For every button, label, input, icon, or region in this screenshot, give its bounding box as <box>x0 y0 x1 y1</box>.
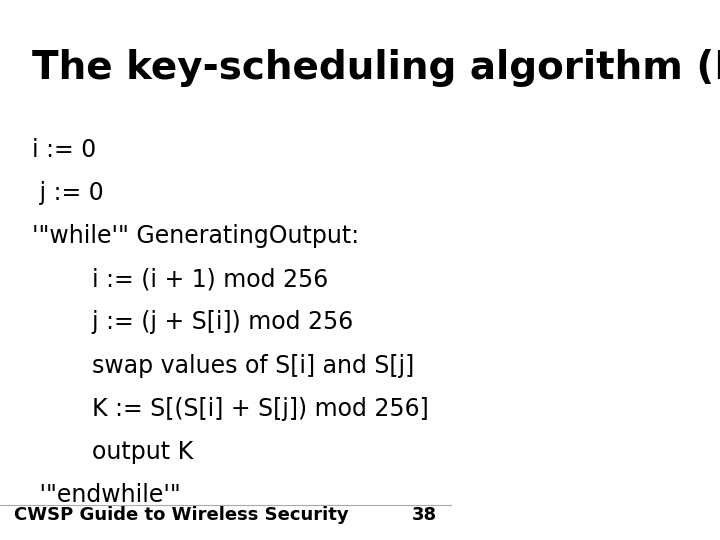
Text: 38: 38 <box>412 506 437 524</box>
Text: '"while'" GeneratingOutput:: '"while'" GeneratingOutput: <box>32 224 359 248</box>
Text: j := 0: j := 0 <box>32 181 103 205</box>
Text: The key-scheduling algorithm (KSA): The key-scheduling algorithm (KSA) <box>32 49 720 86</box>
Text: swap values of S[i] and S[j]: swap values of S[i] and S[j] <box>32 354 414 377</box>
Text: j := (j + S[i]) mod 256: j := (j + S[i]) mod 256 <box>32 310 353 334</box>
Text: K := S[(S[i] + S[j]) mod 256]: K := S[(S[i] + S[j]) mod 256] <box>32 397 428 421</box>
Text: CWSP Guide to Wireless Security: CWSP Guide to Wireless Security <box>14 506 348 524</box>
Text: output K: output K <box>32 440 193 464</box>
Text: i := 0: i := 0 <box>32 138 96 161</box>
Text: '"endwhile'": '"endwhile'" <box>32 483 180 507</box>
Text: i := (i + 1) mod 256: i := (i + 1) mod 256 <box>32 267 328 291</box>
